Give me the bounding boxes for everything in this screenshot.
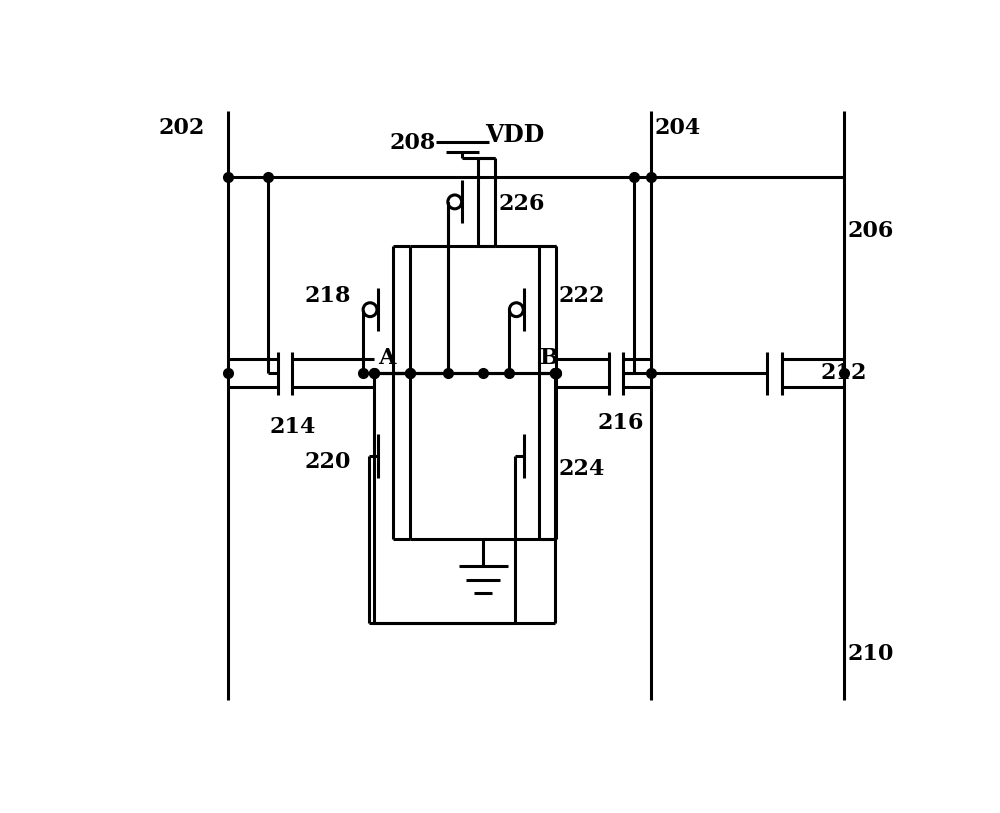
- Text: 218: 218: [304, 285, 351, 307]
- Text: 224: 224: [559, 459, 605, 480]
- Text: 212: 212: [821, 363, 867, 385]
- Text: 208: 208: [389, 132, 436, 154]
- Text: 206: 206: [847, 220, 894, 241]
- Text: VDD: VDD: [486, 123, 545, 146]
- Text: 204: 204: [655, 117, 701, 139]
- Text: B: B: [539, 347, 558, 369]
- Text: 222: 222: [559, 285, 605, 307]
- Text: 226: 226: [499, 193, 545, 215]
- Text: 220: 220: [304, 450, 351, 473]
- Text: 214: 214: [270, 415, 316, 437]
- Text: 202: 202: [158, 117, 204, 139]
- Text: 210: 210: [847, 643, 894, 665]
- Text: A: A: [378, 347, 395, 369]
- Text: 216: 216: [597, 411, 644, 433]
